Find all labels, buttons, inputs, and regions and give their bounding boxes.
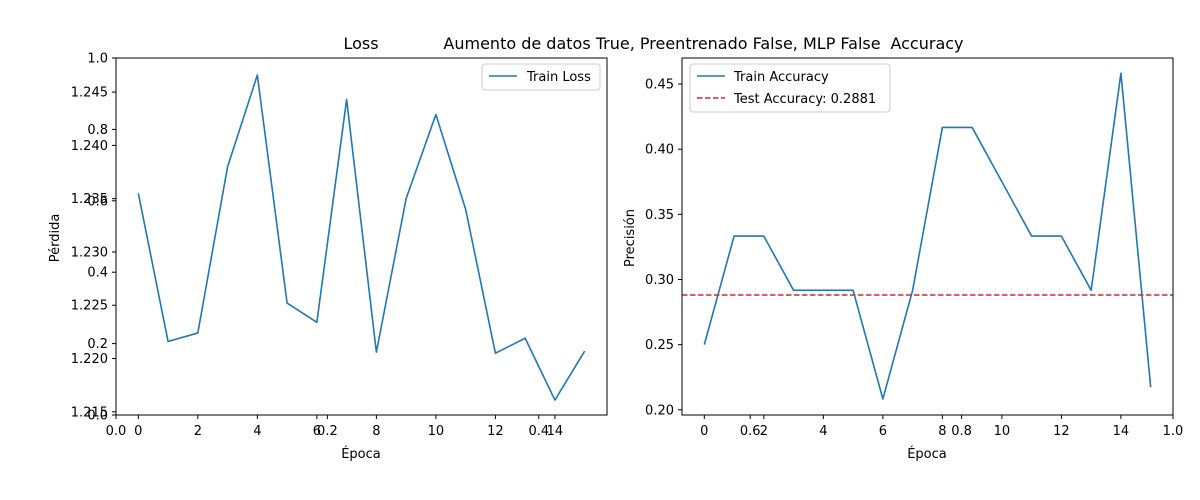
accuracy-legend-label-test: Test Accuracy: 0.2881	[733, 92, 876, 107]
overlay-axes: 0.0 0.2 0.4 0.6 0.8 1.0 0.0 0.2 0.4 0.6 0.8 1.0	[87, 52, 1183, 440]
loss-axes-frame	[115, 57, 608, 416]
loss-series-line	[137, 74, 586, 401]
overlay-y-tick-label: 0.4	[87, 266, 108, 281]
overlay-y-tick-label: 0.8	[87, 123, 108, 138]
accuracy-y-axis-label: Precisión	[623, 209, 638, 267]
accuracy-x-tick-label: 10	[994, 424, 1011, 439]
loss-x-axis-label: Época	[341, 446, 381, 462]
accuracy-panel: Accuracy Época Precisión 0 2 4 6 8 10 12 14 0.20…	[623, 34, 1174, 462]
loss-x-tick-label: 14	[547, 424, 564, 439]
accuracy-x-tick-label: 8	[938, 424, 946, 439]
loss-y-tick-label: 1.235	[71, 192, 108, 207]
overlay-y-tick-label: 0.0	[87, 409, 108, 424]
loss-x-tick-label: 0	[134, 424, 142, 439]
loss-y-tick-label: 1.240	[71, 139, 108, 154]
accuracy-x-tick-label: 14	[1113, 424, 1130, 439]
overlay-y-tick-label: 0.6	[87, 194, 108, 209]
accuracy-lines	[682, 72, 1173, 400]
loss-ticks: 0 2 4 6 8 10 12 14 1.215 1.220 1.225 1.230 1.235 1.24…	[71, 86, 563, 439]
overlay-x-tick-label: 0.8	[951, 424, 972, 439]
loss-y-axis-label: Pérdida	[48, 214, 63, 263]
loss-y-tick-label: 1.220	[71, 352, 108, 367]
accuracy-x-tick-label: 4	[819, 424, 827, 439]
loss-x-tick-label: 12	[487, 424, 504, 439]
accuracy-legend: Train Accuracy Test Accuracy: 0.2881	[689, 63, 891, 113]
accuracy-y-tick-label: 0.35	[645, 208, 674, 223]
accuracy-x-tick-label: 2	[760, 424, 768, 439]
loss-legend-box	[481, 63, 601, 91]
overlay-x-tick-label: 0.0	[106, 424, 127, 439]
loss-lines	[137, 74, 586, 401]
accuracy-y-tick-label: 0.40	[645, 143, 674, 158]
overlay-x-tick-label: 0.4	[528, 424, 549, 439]
loss-x-tick-label: 2	[194, 424, 202, 439]
loss-legend-label: Train Loss	[526, 70, 591, 85]
accuracy-legend-label-train: Train Accuracy	[733, 70, 829, 85]
loss-x-tick-label: 6	[313, 424, 321, 439]
loss-panel: Loss Época Pérdida 0 2 4 6 8 10 12 14 1.215 1.220…	[48, 34, 608, 462]
accuracy-ticks: 0 2 4 6 8 10 12 14 0.20 0.25 0.30 0.35 0.40 0.45	[645, 78, 1129, 439]
loss-x-tick-label: 8	[372, 424, 380, 439]
loss-legend: Train Loss	[481, 63, 601, 91]
figure-suptitle: Aumento de datos True, Preentrenado Fals…	[443, 34, 880, 53]
accuracy-y-tick-label: 0.20	[645, 403, 674, 418]
accuracy-y-tick-label: 0.45	[645, 78, 674, 93]
accuracy-x-axis-label: Época	[907, 446, 947, 462]
loss-x-tick-label: 10	[428, 424, 445, 439]
overlay-x-tick-label: 1.0	[1163, 424, 1184, 439]
overlay-x-tick-label: 0.6	[740, 424, 761, 439]
overlay-y-tick-label: 0.2	[87, 337, 108, 352]
accuracy-x-tick-label: 6	[879, 424, 887, 439]
overlay-y-tick-label: 1.0	[87, 52, 108, 67]
loss-y-tick-label: 1.215	[71, 405, 108, 420]
loss-x-tick-label: 4	[253, 424, 261, 439]
accuracy-title: Accuracy	[890, 34, 963, 53]
accuracy-series-line	[703, 72, 1152, 400]
accuracy-legend-box	[689, 63, 891, 113]
loss-y-tick-label: 1.225	[71, 299, 108, 314]
loss-y-tick-label: 1.230	[71, 245, 108, 260]
loss-y-tick-label: 1.245	[71, 86, 108, 101]
loss-title: Loss	[343, 34, 378, 53]
accuracy-x-tick-label: 0	[700, 424, 708, 439]
accuracy-y-tick-label: 0.30	[645, 273, 674, 288]
accuracy-axes-frame	[681, 57, 1174, 416]
accuracy-x-tick-label: 12	[1053, 424, 1070, 439]
overlay-x-tick-label: 0.2	[317, 424, 338, 439]
accuracy-y-tick-label: 0.25	[645, 338, 674, 353]
